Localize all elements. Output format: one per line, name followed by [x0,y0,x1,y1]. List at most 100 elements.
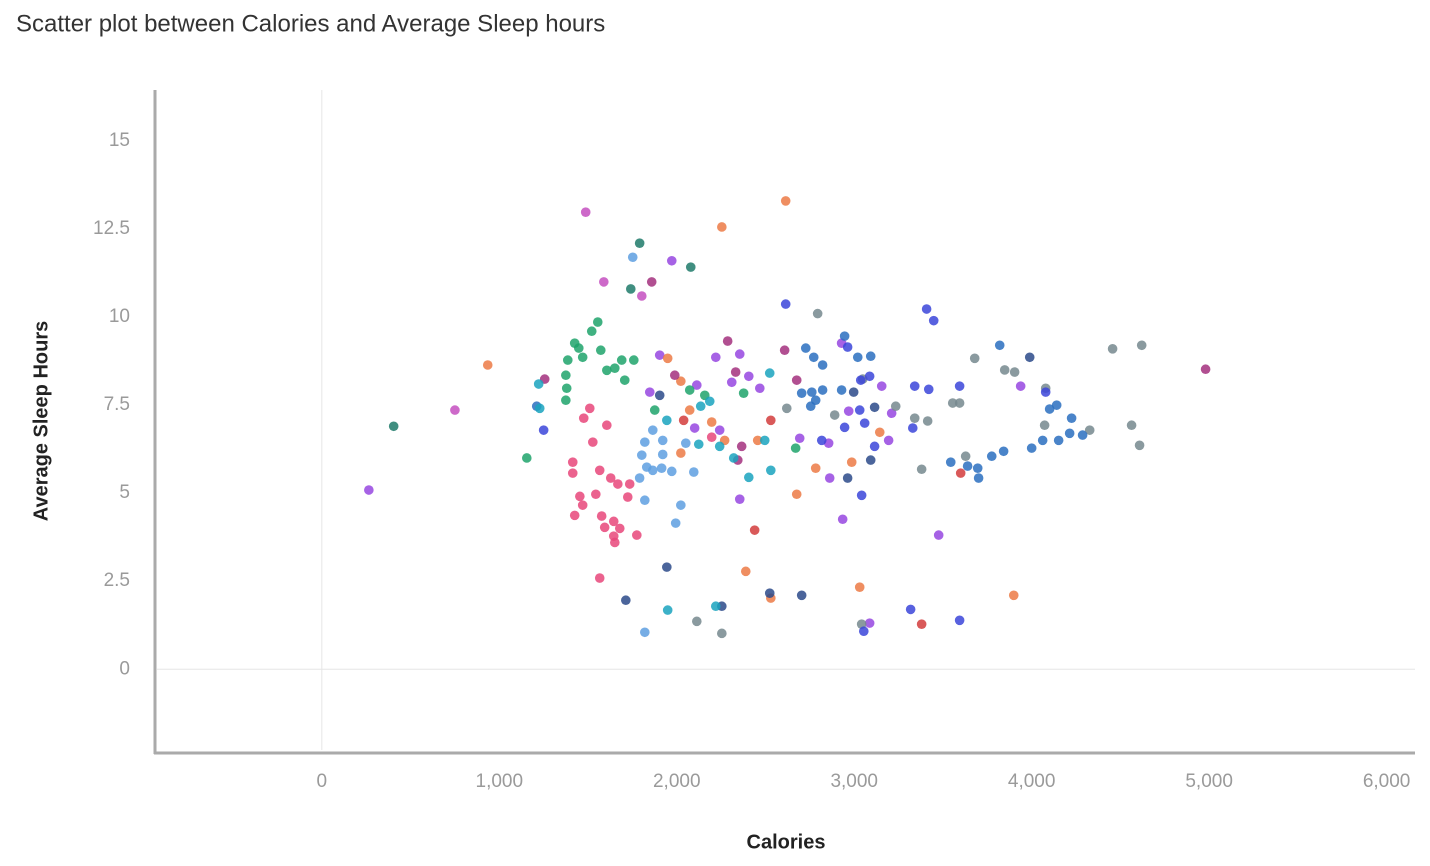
point [622,492,633,502]
point [1044,404,1055,414]
point [780,299,791,309]
point [909,381,920,391]
point [842,342,853,352]
point [602,420,612,431]
point [610,363,620,373]
point [854,405,865,415]
point [856,490,867,501]
point [364,485,374,495]
x-tick-label: 4,000 [1008,771,1056,792]
point [962,461,973,471]
point [766,415,776,426]
point [610,537,620,548]
y-tick-label: 10 [109,306,130,327]
point [722,336,733,346]
point [780,196,791,206]
point [869,402,880,413]
point [662,353,673,364]
point [1053,435,1064,446]
point [923,384,934,395]
point [594,573,605,583]
point [561,395,571,406]
point [580,207,591,217]
point [670,518,681,528]
point [676,500,686,510]
point [810,463,821,473]
point [890,401,901,412]
point [864,371,875,382]
point [561,383,572,394]
point [689,423,700,433]
point [666,466,677,477]
point [854,582,865,593]
point [693,439,704,450]
point [521,453,532,463]
point [954,398,965,408]
point [796,590,807,601]
point [916,619,927,629]
point [817,360,828,370]
point [621,595,631,606]
point [717,222,727,232]
point [886,408,897,419]
point [482,360,493,370]
point [450,405,460,415]
chart-title: Scatter plot between Calories and Averag… [16,10,605,37]
point [578,413,589,423]
point [1136,340,1147,351]
point [839,331,850,341]
y-tick-label: 7.5 [104,394,130,415]
point [684,385,695,395]
point [1066,413,1077,423]
point [538,425,549,435]
point [728,453,739,463]
point [599,277,609,287]
point [848,387,859,397]
point [764,588,775,598]
point [714,425,725,435]
point [796,388,807,398]
point [749,525,760,535]
point [764,368,775,378]
point [591,489,601,500]
point [602,365,612,376]
point [999,365,1010,375]
point [755,383,765,394]
point [752,435,763,446]
point [561,370,571,381]
point [812,308,823,319]
point [972,463,983,473]
point [669,370,680,381]
y-tick-label: 5 [119,482,130,503]
x-axis-title: Calories [747,831,826,853]
point [1037,435,1048,446]
point [599,522,610,533]
y-tick-label: 2.5 [104,570,130,591]
point [614,523,625,534]
point [624,479,635,489]
point [1024,352,1035,363]
point [865,455,876,465]
point [864,618,875,628]
x-tick-label: 0 [317,771,328,792]
y-tick-label: 0 [119,658,130,679]
point [922,416,933,426]
point [654,350,665,360]
point [790,443,801,453]
point [955,468,966,478]
point [586,326,597,337]
point [945,457,956,467]
point [632,530,642,540]
point [714,441,725,452]
point [837,514,848,525]
point [627,252,638,263]
point [869,441,880,452]
point [684,405,695,415]
point [710,601,721,612]
point [388,421,399,432]
point [779,345,790,356]
point [843,406,854,416]
point [640,495,650,506]
point [859,418,870,428]
